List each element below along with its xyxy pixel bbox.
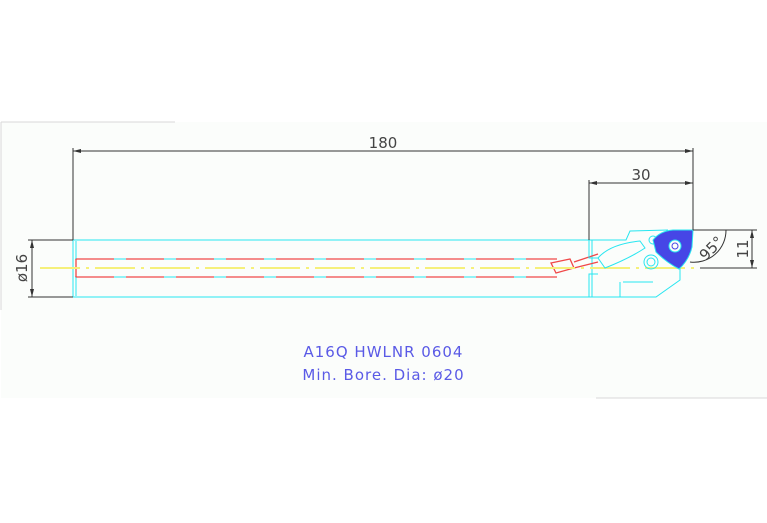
min-bore-diameter: Min. Bore. Dia: ø20: [302, 366, 465, 384]
diameter-dimension-label: ø16: [13, 254, 31, 282]
dimension-arrows: [30, 149, 754, 297]
head-length-dimension-label: 30: [631, 166, 650, 184]
length-dimension-label: 180: [369, 134, 398, 152]
offset-dimension-label: 11: [734, 239, 752, 258]
tool-head: [588, 229, 681, 298]
drawing-area: [1, 122, 767, 398]
tool-designation: A16Q HWLNR 0604: [303, 343, 464, 361]
insert: [652, 229, 694, 270]
dimension-lines: [28, 148, 757, 298]
